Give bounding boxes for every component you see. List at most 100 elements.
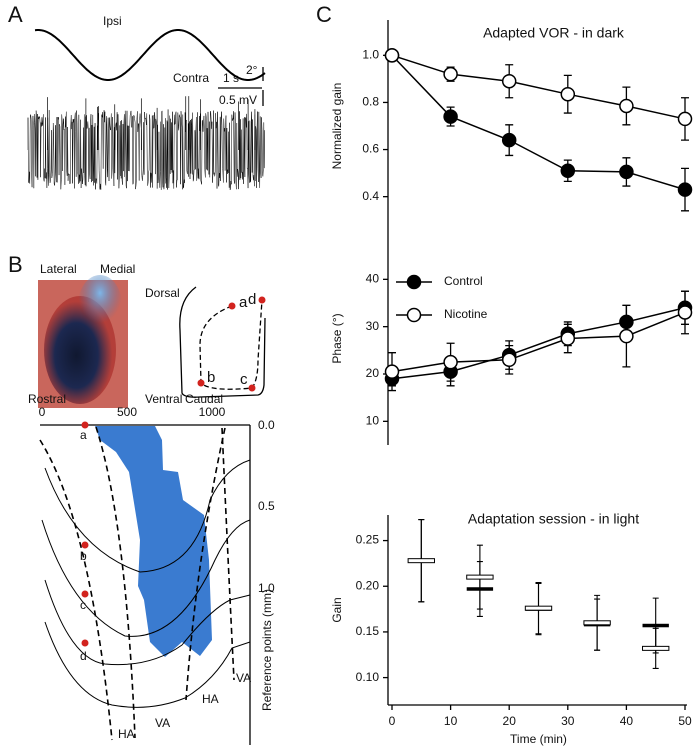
x-tick-label: 20 [503, 714, 517, 728]
y-tick-label: 20 [366, 366, 380, 380]
point-label: c [240, 371, 248, 388]
data-point [677, 111, 693, 127]
legend-label: Nicotine [444, 307, 488, 321]
point-label: c [80, 598, 86, 612]
trace-label: Ipsi [103, 14, 122, 28]
legend-marker [406, 307, 422, 323]
chart-title: Adapted VOR - in dark [483, 25, 625, 41]
border [39, 439, 113, 741]
series-line [391, 307, 686, 380]
series-line [391, 54, 686, 120]
map-label: Rostral [28, 392, 66, 406]
data-point [619, 98, 634, 114]
region-label: HA [118, 727, 135, 741]
y-tick-label: 0.20 [356, 578, 380, 592]
data-point [560, 163, 576, 179]
panel-a: Ipsi Contra 1 s 2° 0.5 mV [27, 14, 266, 191]
eye-trace [34, 29, 266, 81]
map-axis-label: Reference points (mm) [260, 589, 274, 711]
x-tick-label: 30 [561, 714, 575, 728]
x-tick-label: 50 [678, 714, 692, 728]
map-tick-label: 0.5 [258, 499, 275, 513]
border [185, 427, 226, 701]
map-tick-label: 500 [117, 405, 137, 419]
point [81, 541, 89, 549]
data-point [560, 86, 576, 102]
scale-label: 1 s [223, 71, 239, 85]
y-axis-label: Gain [330, 597, 344, 622]
map-tick-label: 1000 [199, 405, 226, 419]
panel-label: B [8, 252, 23, 277]
data-point [443, 354, 458, 370]
histology-stain [78, 275, 122, 335]
mean-bar [583, 620, 611, 626]
y-tick-label: 30 [366, 319, 380, 333]
x-tick-label: 0 [389, 714, 396, 728]
region-label: VA [236, 671, 251, 685]
mean-bar [642, 623, 669, 628]
point-label: d [248, 291, 256, 308]
orientation-label: Ventral [145, 392, 182, 406]
data-point [619, 328, 634, 344]
data-point [443, 109, 458, 124]
legend-label: Control [444, 274, 483, 288]
data-point [501, 73, 517, 89]
y-tick-label: 0.6 [362, 142, 379, 156]
scale-label: 2° [246, 63, 258, 77]
y-tick-label: 0.4 [362, 189, 379, 203]
point-label: d [80, 649, 87, 663]
chart-title: Adaptation session - in light [468, 511, 639, 527]
data-point [384, 48, 400, 63]
point-label: a [80, 428, 87, 442]
point [248, 384, 256, 392]
x-tick-label: 40 [620, 714, 634, 728]
mean-bar [407, 558, 435, 564]
section-outline [179, 286, 266, 398]
point-label: a [239, 294, 248, 311]
contour [41, 519, 251, 637]
panel-b: Lateral Medial Dorsal Ventral a b c d [38, 262, 266, 408]
orientation-label: Medial [100, 262, 135, 276]
region-label: VA [155, 716, 170, 730]
scale-label: 0.5 mV [219, 93, 257, 107]
point [197, 379, 205, 387]
map-tick-label: 0 [39, 405, 46, 419]
data-point [501, 132, 517, 148]
trace-label: Contra [173, 71, 209, 85]
y-tick-label: 10 [366, 414, 380, 428]
y-tick-label: 1.0 [362, 48, 379, 62]
map-tick-label: 0.0 [258, 418, 275, 432]
point [81, 639, 89, 647]
point [81, 421, 89, 429]
map-label: Caudal [185, 392, 223, 406]
y-axis-label: Normalized gain [330, 83, 344, 170]
y-tick-label: 0.15 [356, 624, 380, 638]
panel-label: C [316, 2, 332, 27]
series-line [391, 311, 686, 373]
point-label: b [80, 549, 87, 563]
y-tick-label: 0.25 [356, 533, 380, 547]
data-point [501, 352, 517, 368]
x-tick-label: 10 [444, 714, 458, 728]
mean-bar [524, 605, 553, 611]
contour [44, 579, 251, 666]
x-axis-label: Time (min) [510, 732, 567, 746]
region-label: HA [202, 692, 219, 706]
y-tick-label: 0.8 [362, 95, 379, 109]
data-point [677, 182, 693, 197]
contour [44, 621, 251, 708]
data-point [619, 314, 634, 330]
data-point [384, 364, 400, 379]
point-label: b [207, 369, 215, 386]
data-point [619, 164, 634, 180]
border [95, 426, 136, 739]
series-line [391, 54, 686, 191]
map-tick-label: 1.0 [258, 581, 275, 595]
border [221, 427, 235, 681]
mean-bar [466, 587, 494, 591]
orientation-label: Dorsal [145, 286, 180, 300]
panel-label: A [8, 2, 23, 27]
data-point [560, 331, 576, 346]
point [228, 302, 236, 310]
